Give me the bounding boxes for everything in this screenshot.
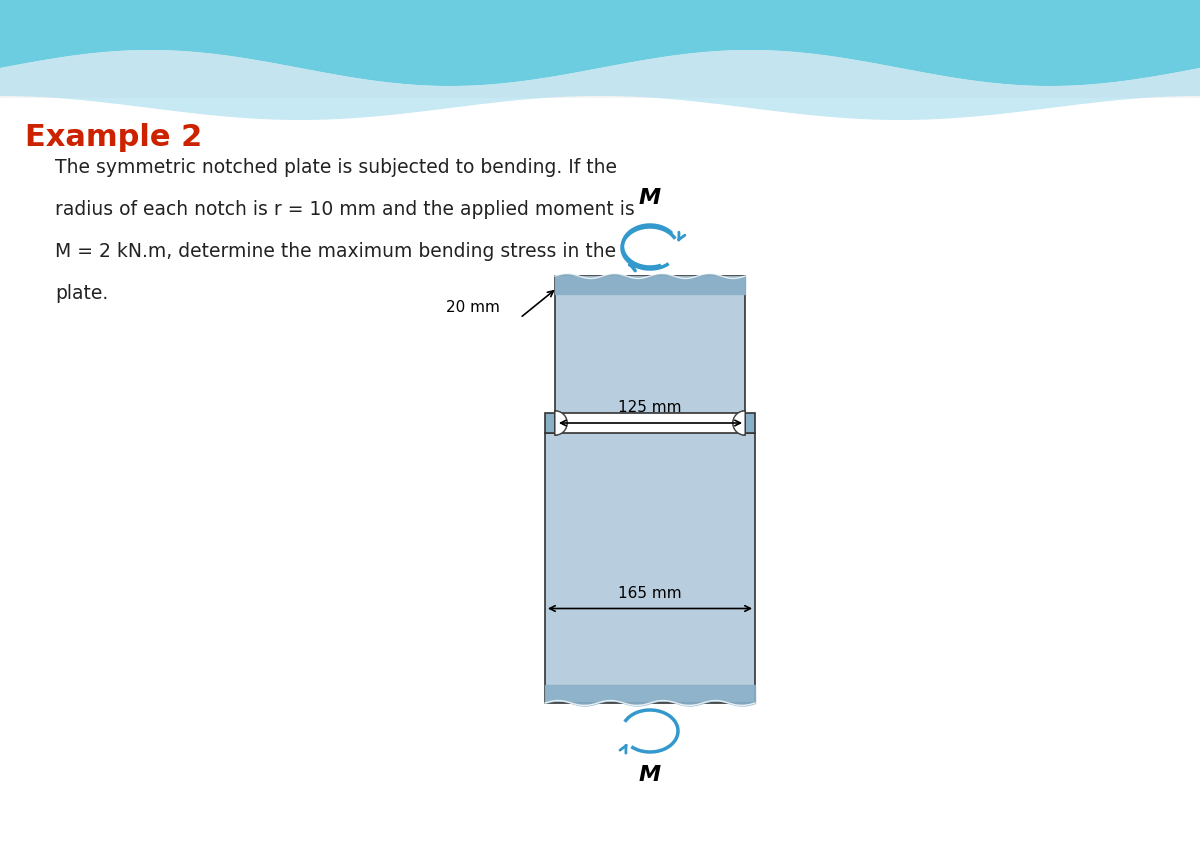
Bar xyxy=(545,433,701,703)
Bar xyxy=(557,276,745,413)
Text: radius of each notch is r = 10 mm and the applied moment is: radius of each notch is r = 10 mm and th… xyxy=(55,200,635,219)
Text: M: M xyxy=(638,188,661,208)
Bar xyxy=(545,433,704,703)
Bar xyxy=(554,276,745,413)
Bar xyxy=(564,276,745,413)
Bar xyxy=(545,433,738,703)
Bar xyxy=(559,276,745,413)
Bar xyxy=(562,276,745,413)
Text: M = 2 kN.m, determine the maximum bending stress in the: M = 2 kN.m, determine the maximum bendin… xyxy=(55,242,616,261)
Bar xyxy=(562,276,745,413)
Bar xyxy=(545,433,730,703)
Polygon shape xyxy=(554,411,566,435)
PathPatch shape xyxy=(0,0,1200,86)
Bar xyxy=(560,276,745,413)
Bar xyxy=(556,276,745,413)
Bar xyxy=(559,276,745,413)
Bar xyxy=(0,98,1200,868)
Polygon shape xyxy=(733,411,755,435)
Bar xyxy=(545,433,755,703)
Bar xyxy=(545,433,718,703)
Bar xyxy=(564,276,745,413)
Bar xyxy=(563,276,745,413)
Bar xyxy=(562,276,745,413)
Bar xyxy=(545,433,696,703)
Bar xyxy=(554,276,745,294)
Text: Example 2: Example 2 xyxy=(25,123,203,152)
Bar xyxy=(545,433,721,703)
Bar xyxy=(545,433,713,703)
Bar xyxy=(554,276,745,413)
Text: plate.: plate. xyxy=(55,284,108,303)
Bar xyxy=(558,276,745,413)
Bar xyxy=(563,276,745,413)
Bar xyxy=(556,276,745,413)
Bar xyxy=(558,276,745,413)
Bar xyxy=(545,433,726,703)
Bar xyxy=(545,433,709,703)
Bar xyxy=(545,433,743,703)
Bar xyxy=(557,276,745,413)
Text: 20 mm: 20 mm xyxy=(446,300,500,315)
Text: 165 mm: 165 mm xyxy=(618,586,682,601)
Bar xyxy=(545,433,734,703)
Text: The symmetric notched plate is subjected to bending. If the: The symmetric notched plate is subjected… xyxy=(55,158,617,177)
Polygon shape xyxy=(733,411,745,435)
Bar xyxy=(559,276,745,413)
Bar xyxy=(545,433,751,703)
Text: 125 mm: 125 mm xyxy=(618,400,682,415)
Polygon shape xyxy=(545,411,566,435)
Text: M: M xyxy=(638,765,661,785)
Bar xyxy=(545,433,755,703)
PathPatch shape xyxy=(0,50,1200,120)
Bar xyxy=(545,433,746,703)
Bar xyxy=(560,276,745,413)
Bar xyxy=(557,276,745,413)
